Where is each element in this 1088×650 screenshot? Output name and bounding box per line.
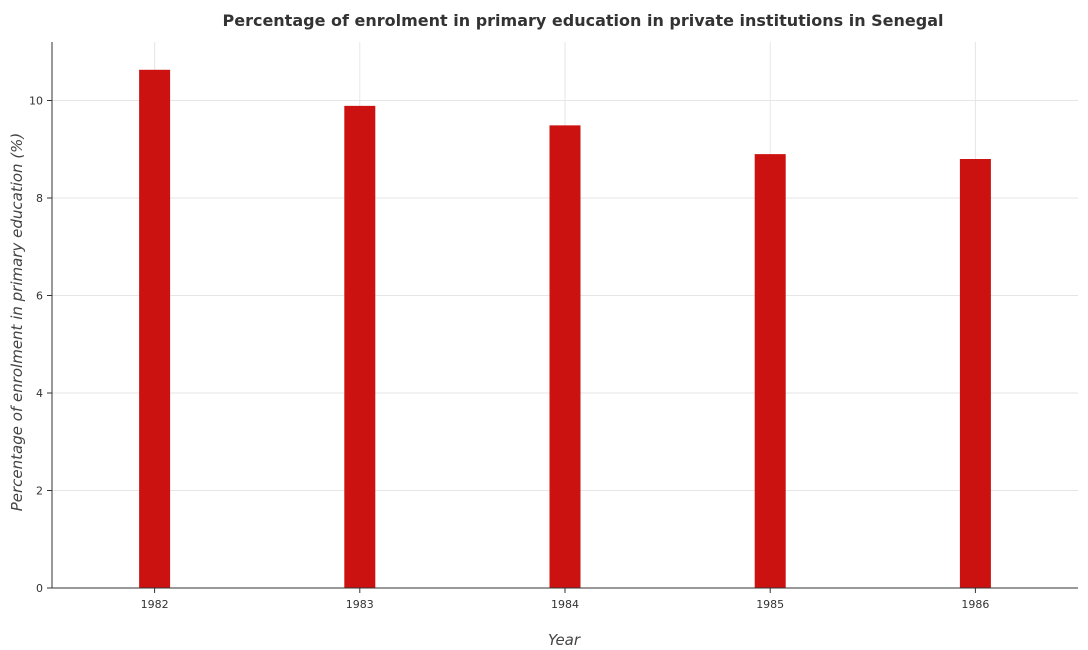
bars xyxy=(139,69,991,589)
y-tick-label: 0 xyxy=(36,582,43,595)
y-tick-label: 8 xyxy=(36,192,43,205)
y-tick-label: 10 xyxy=(29,95,43,108)
bar-1984 xyxy=(549,125,581,589)
y-tick-label: 2 xyxy=(36,485,43,498)
y-tick-label: 4 xyxy=(36,387,43,400)
chart-title: Percentage of enrolment in primary educa… xyxy=(222,11,943,30)
x-tick-label: 1983 xyxy=(346,598,374,611)
y-axis-label: Percentage of enrolment in primary educa… xyxy=(8,133,26,512)
bar-1983 xyxy=(344,105,376,589)
bar-1982 xyxy=(139,69,171,589)
x-tick-label: 1986 xyxy=(961,598,989,611)
y-tick-label: 6 xyxy=(36,290,43,303)
bar-1985 xyxy=(754,154,786,588)
x-axis-label: Year xyxy=(548,631,581,649)
bar-1986 xyxy=(959,159,991,588)
x-tick-label: 1985 xyxy=(756,598,784,611)
axes: 0 2 4 6 8 10 1982 1983 1984 1985 1986 xyxy=(29,42,1078,611)
x-tick-label: 1982 xyxy=(141,598,169,611)
x-tick-label: 1984 xyxy=(551,598,579,611)
